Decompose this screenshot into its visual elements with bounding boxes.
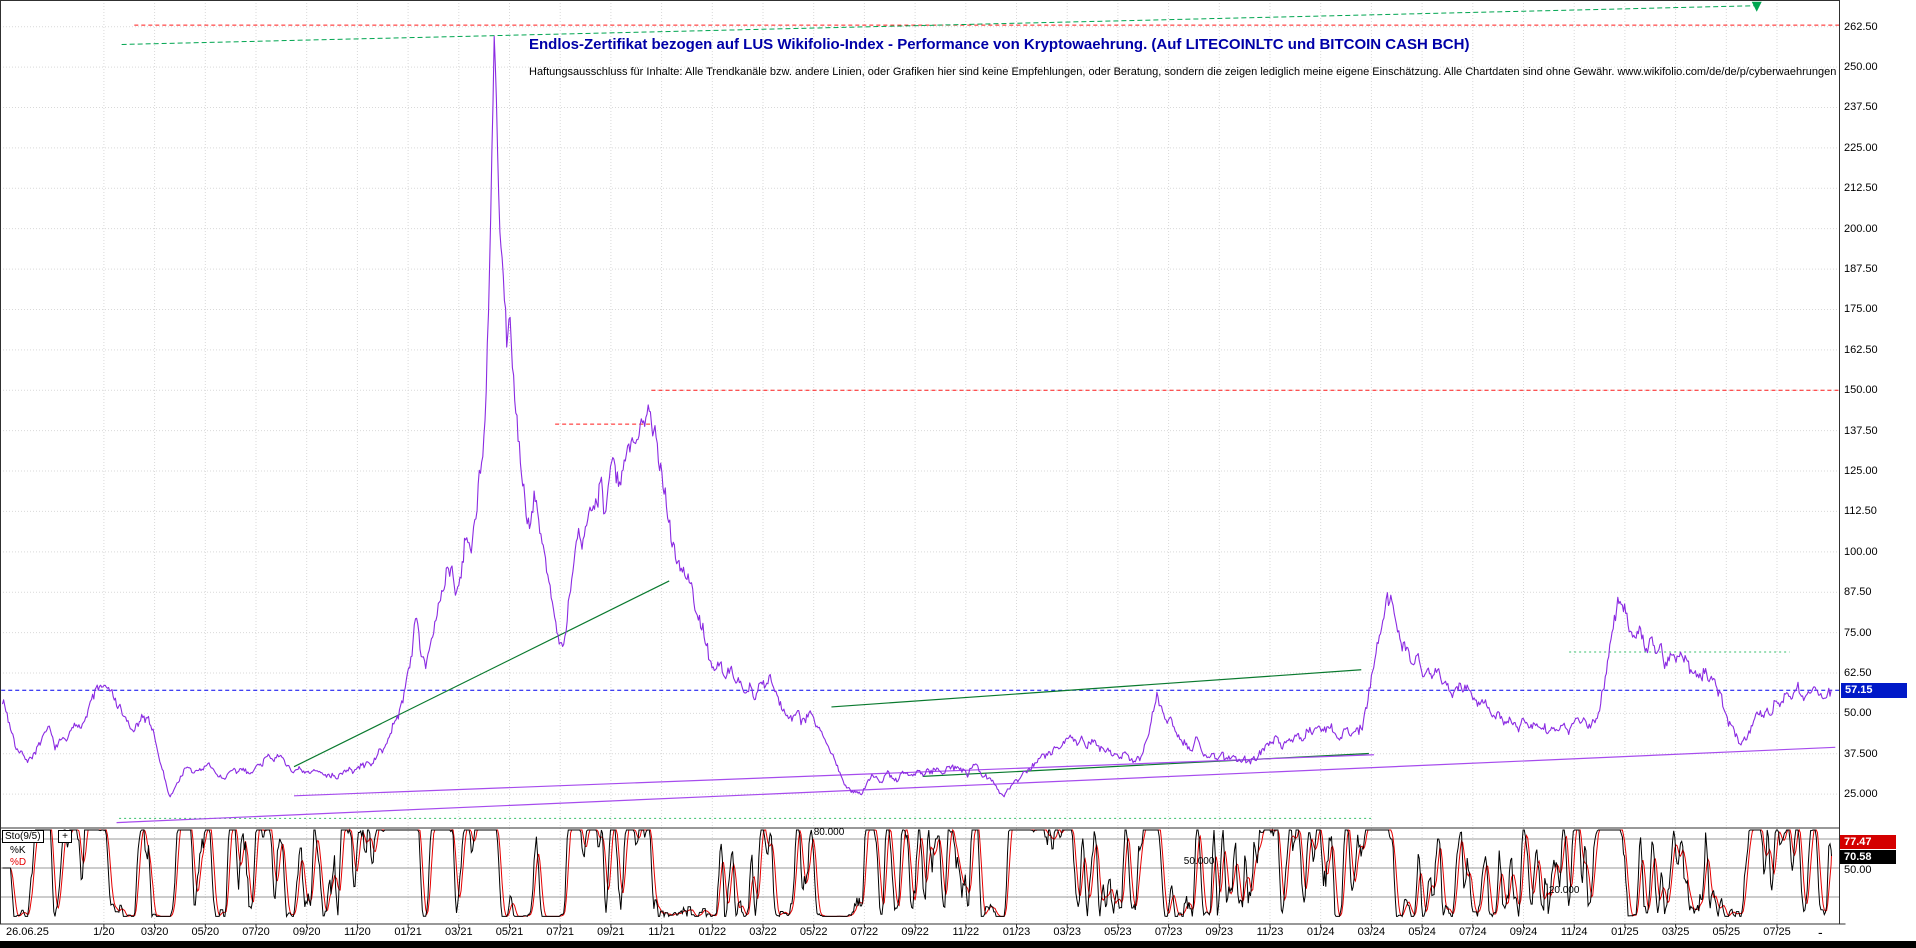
x-axis-label: 11/22 (952, 926, 980, 938)
x-axis-label: 03/23 (1053, 926, 1081, 938)
x-axis-label: 07/23 (1154, 926, 1183, 938)
zoom-out-control[interactable]: - (1818, 924, 1823, 940)
y-axis-label: 225.00 (1844, 141, 1878, 154)
x-axis-label: 09/22 (901, 926, 929, 938)
indicator-expand-button[interactable]: + (58, 830, 72, 843)
stochastic-mid-axis-label: 50.00 (1844, 864, 1872, 876)
stochastic-k-line (2, 828, 1832, 919)
x-axis-label: 03/22 (749, 926, 777, 938)
x-axis-label: 01/22 (698, 926, 727, 938)
x-axis-label: 01/25 (1611, 926, 1639, 938)
y-axis-label: 187.50 (1844, 263, 1878, 276)
x-axis-label: 11/23 (1256, 926, 1284, 938)
x-axis-label: 09/20 (292, 926, 321, 938)
y-axis-label: 137.50 (1844, 424, 1878, 437)
y-axis-label: 62.50 (1844, 667, 1872, 679)
price-line (1, 35, 1832, 798)
stochastic-d-label: %D (10, 857, 27, 868)
x-axis-label: 11/21 (648, 926, 675, 938)
stochastic-k-value-badge: 70.58 (1840, 850, 1896, 864)
y-axis-label: 100.00 (1844, 545, 1878, 558)
y-axis-label: 87.50 (1844, 586, 1872, 599)
stochastic-k-label: %K (10, 845, 26, 856)
x-axis-label: 01/23 (1002, 926, 1031, 938)
chart-disclaimer: Haftungsausschluss für Inhalte: Alle Tre… (529, 66, 1837, 78)
chart-title: Endlos-Zertifikat bezogen auf LUS Wikifo… (529, 36, 1470, 53)
x-axis-label: 01/21 (394, 926, 422, 938)
y-axis-label: 75.00 (1844, 626, 1872, 639)
sto-level-label: 80.000 (813, 826, 845, 838)
x-axis-label: 07/24 (1459, 926, 1487, 938)
y-axis-label: 162.50 (1844, 343, 1878, 356)
x-axis-label: 11/20 (344, 926, 371, 938)
trend-green-2022-2024-mid (831, 669, 1362, 708)
x-axis-label: 07/20 (242, 926, 270, 938)
y-axis-label: 175.00 (1844, 303, 1878, 316)
x-axis-label: 05/25 (1712, 926, 1741, 938)
x-axis-label: 09/24 (1509, 926, 1538, 938)
x-axis-label: 01/24 (1306, 926, 1335, 938)
x-axis-label: 11/24 (1560, 926, 1588, 938)
y-axis-label: 50.00 (1844, 707, 1872, 720)
sto-level-label: 20.000 (1548, 885, 1580, 897)
x-axis-label: 03/21 (445, 926, 473, 938)
x-axis-label: 05/24 (1408, 926, 1436, 938)
x-axis-label: 09/23 (1205, 926, 1234, 938)
x-axis-label: 05/20 (191, 926, 220, 938)
x-axis-label: 07/22 (850, 926, 879, 938)
x-axis-start-date: 26.06.25 (6, 926, 49, 938)
x-axis-label: 1/20 (93, 926, 115, 938)
x-axis-label: 03/20 (140, 926, 169, 938)
y-axis-label: 37.500 (1844, 747, 1878, 760)
x-axis-label: 07/25 (1763, 926, 1791, 938)
y-axis-label: 150.00 (1844, 384, 1878, 397)
bottom-bar (0, 941, 1916, 948)
y-axis-label: 212.50 (1844, 182, 1878, 195)
x-axis-label: 05/23 (1104, 926, 1132, 938)
current-price-badge: 57.15 (1841, 683, 1907, 698)
x-axis-label: 05/21 (495, 926, 524, 938)
x-axis-label: 03/25 (1661, 926, 1690, 938)
y-axis-label: 200.00 (1844, 222, 1878, 235)
y-axis-label: 112.50 (1844, 505, 1877, 518)
y-axis-label: 237.50 (1844, 101, 1878, 114)
x-axis-label: 03/24 (1357, 926, 1386, 938)
stochastic-d-value-badge: 77.47 (1840, 835, 1896, 849)
y-axis-label: 250.00 (1844, 61, 1878, 74)
x-axis-label: 09/21 (597, 926, 625, 938)
y-axis-label: 262.50 (1844, 20, 1878, 33)
y-axis-label: 25.000 (1844, 788, 1878, 801)
indicator-label[interactable]: Sto(9/5) (2, 830, 44, 843)
x-axis-label: 07/21 (546, 926, 574, 938)
x-axis-label: 05/22 (799, 926, 828, 938)
y-axis-label: 125.00 (1844, 465, 1878, 478)
trend-green-2020-2021 (293, 580, 670, 768)
channel-violet-inner (294, 754, 1374, 797)
resistance-green-rising (121, 5, 1757, 45)
channel-violet-long (116, 746, 1836, 824)
trend-end-arrow-icon (1751, 1, 1762, 12)
sto-level-label: 50.000 (1183, 856, 1215, 867)
